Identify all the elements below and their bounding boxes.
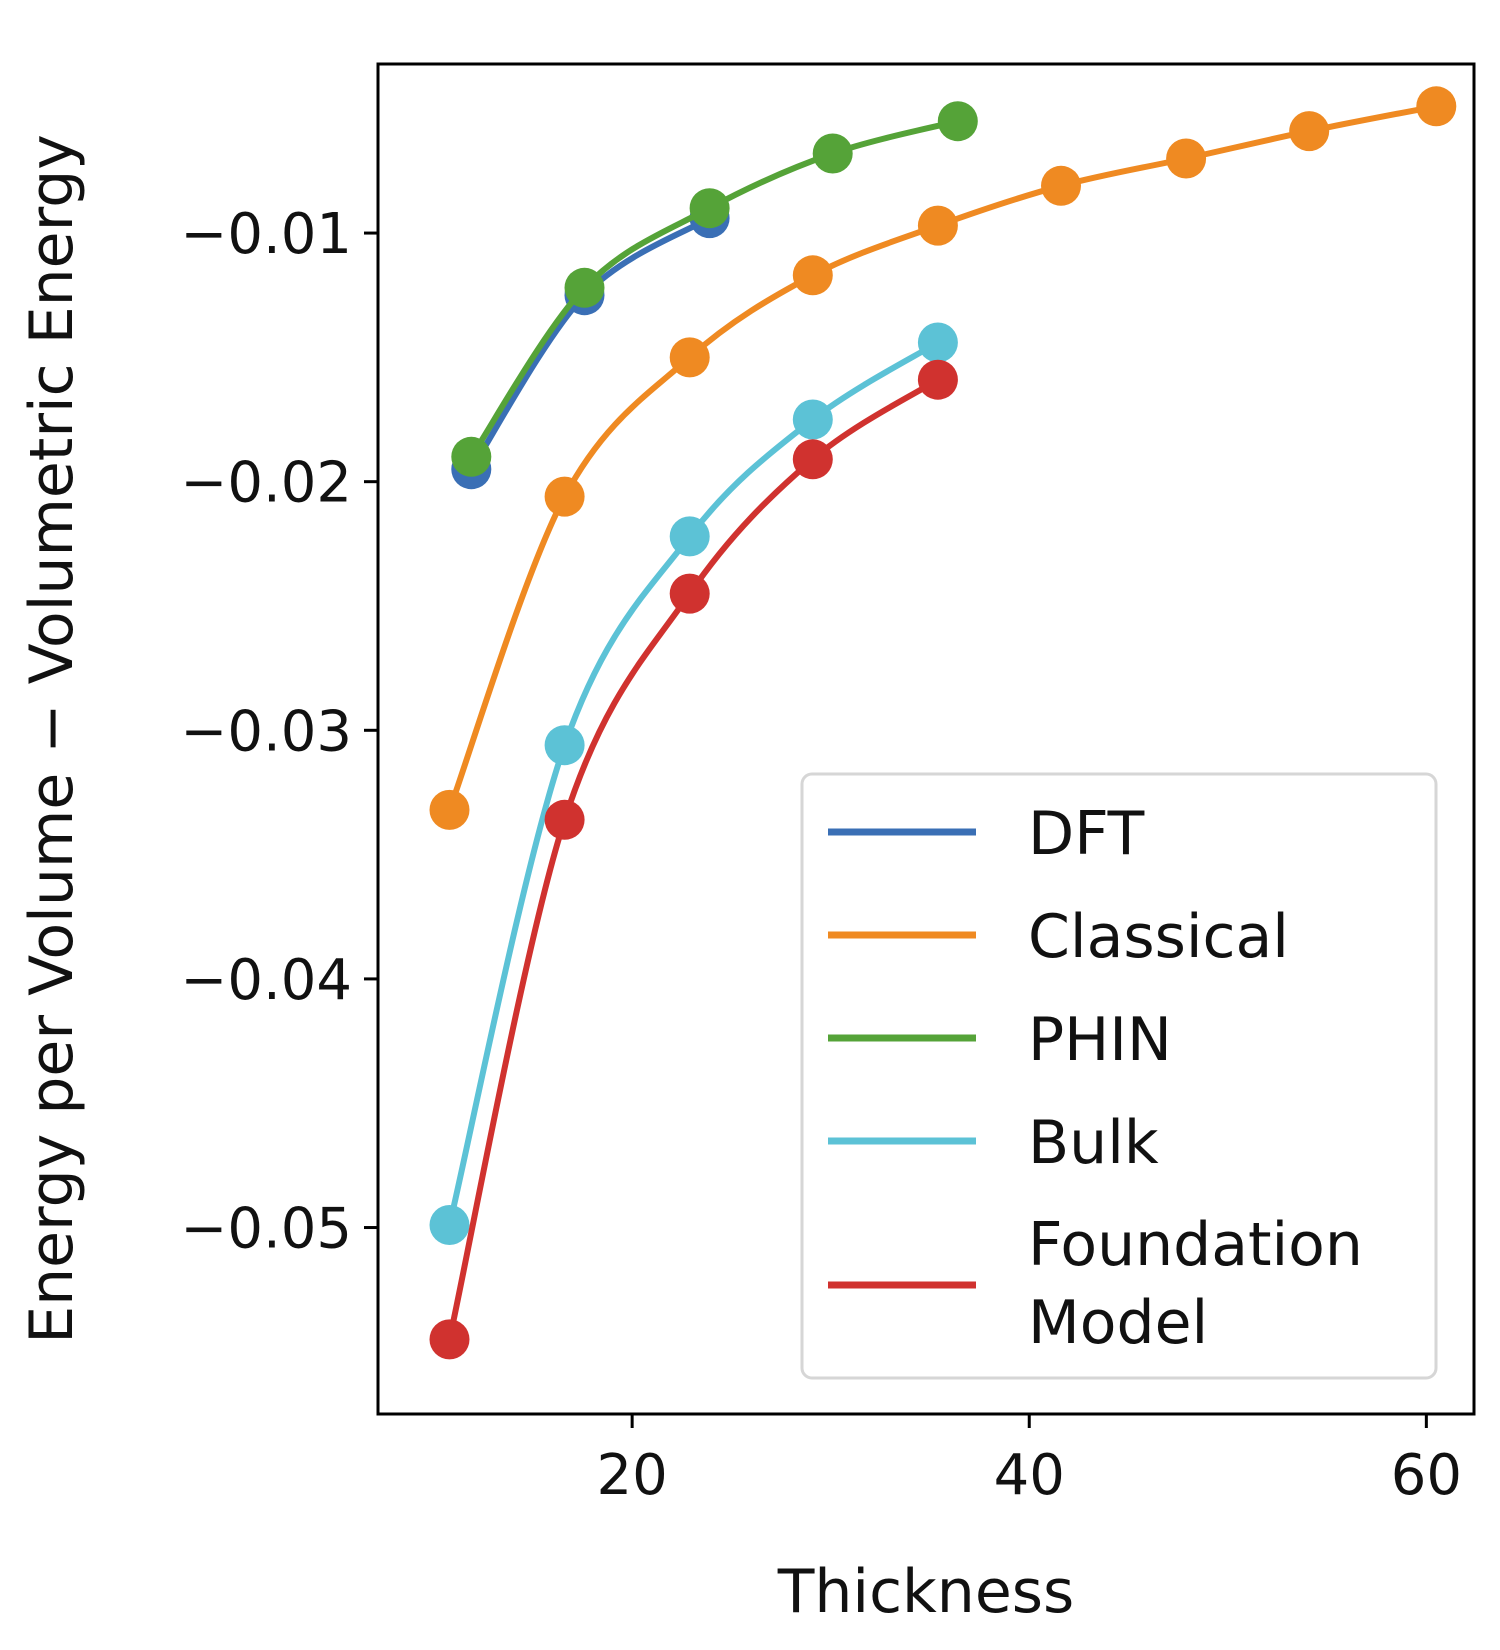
- x-tick-label: 60: [1391, 1443, 1462, 1508]
- series-3: [429, 322, 958, 1245]
- legend-entry: DFT: [828, 799, 1145, 869]
- data-point: [792, 439, 833, 480]
- legend-label: Classical: [1028, 902, 1289, 972]
- y-tick-label: −0.04: [180, 948, 352, 1013]
- data-point: [689, 188, 730, 229]
- legend-frame: [800, 772, 1438, 1380]
- series-2: [451, 101, 978, 477]
- legend-entry: Bulk: [828, 1108, 1159, 1178]
- data-point: [1041, 165, 1081, 206]
- data-point: [792, 255, 833, 296]
- data-point: [429, 789, 470, 830]
- y-tick-label: −0.05: [180, 1197, 352, 1262]
- series-layer: [429, 86, 1457, 1360]
- data-point: [544, 725, 585, 766]
- data-point: [544, 799, 585, 840]
- data-point: [669, 573, 710, 614]
- data-point: [1289, 111, 1330, 152]
- legend-entry: PHIN: [828, 1005, 1172, 1075]
- legend: DFT Classical PHIN Bulk Foundation Model: [800, 772, 1438, 1380]
- y-tick-label: −0.02: [180, 451, 352, 516]
- legend-label: Bulk: [1028, 1108, 1159, 1178]
- series-line: [446, 339, 941, 1228]
- data-point: [917, 322, 958, 363]
- plot-frame: [376, 62, 1476, 1416]
- legend-label: Foundation Model: [1028, 1210, 1363, 1358]
- legend-label: DFT: [1028, 799, 1145, 869]
- x-axis-label: Thickness: [777, 1557, 1075, 1627]
- x-tick-label: 20: [597, 1443, 668, 1508]
- data-point: [544, 476, 585, 517]
- data-point: [669, 516, 710, 557]
- data-point: [812, 133, 853, 174]
- data-point: [792, 399, 833, 440]
- series-1: [429, 86, 1457, 830]
- data-point: [451, 436, 492, 477]
- y-tick-label: −0.01: [180, 202, 352, 267]
- data-point: [1166, 138, 1207, 179]
- data-point: [917, 359, 958, 400]
- y-axis-label: Energy per Volume − Volumetric Energy: [17, 134, 87, 1344]
- data-point: [917, 205, 958, 246]
- legend-entry: Classical: [828, 902, 1289, 972]
- legend-entry: Foundation Model: [828, 1210, 1363, 1358]
- x-tick-label: 40: [994, 1443, 1065, 1508]
- legend-label: PHIN: [1028, 1005, 1172, 1075]
- ticks-layer: 20 40 60 −0.01 −0.02 −0.03 −0.04 −0.05: [180, 202, 1462, 1508]
- data-point: [1416, 86, 1457, 127]
- series-4: [429, 359, 958, 1360]
- y-tick-label: −0.03: [180, 699, 352, 764]
- data-point: [937, 101, 978, 142]
- data-point: [564, 267, 605, 308]
- data-point: [669, 337, 710, 378]
- data-point: [429, 1319, 470, 1360]
- data-point: [429, 1205, 470, 1245]
